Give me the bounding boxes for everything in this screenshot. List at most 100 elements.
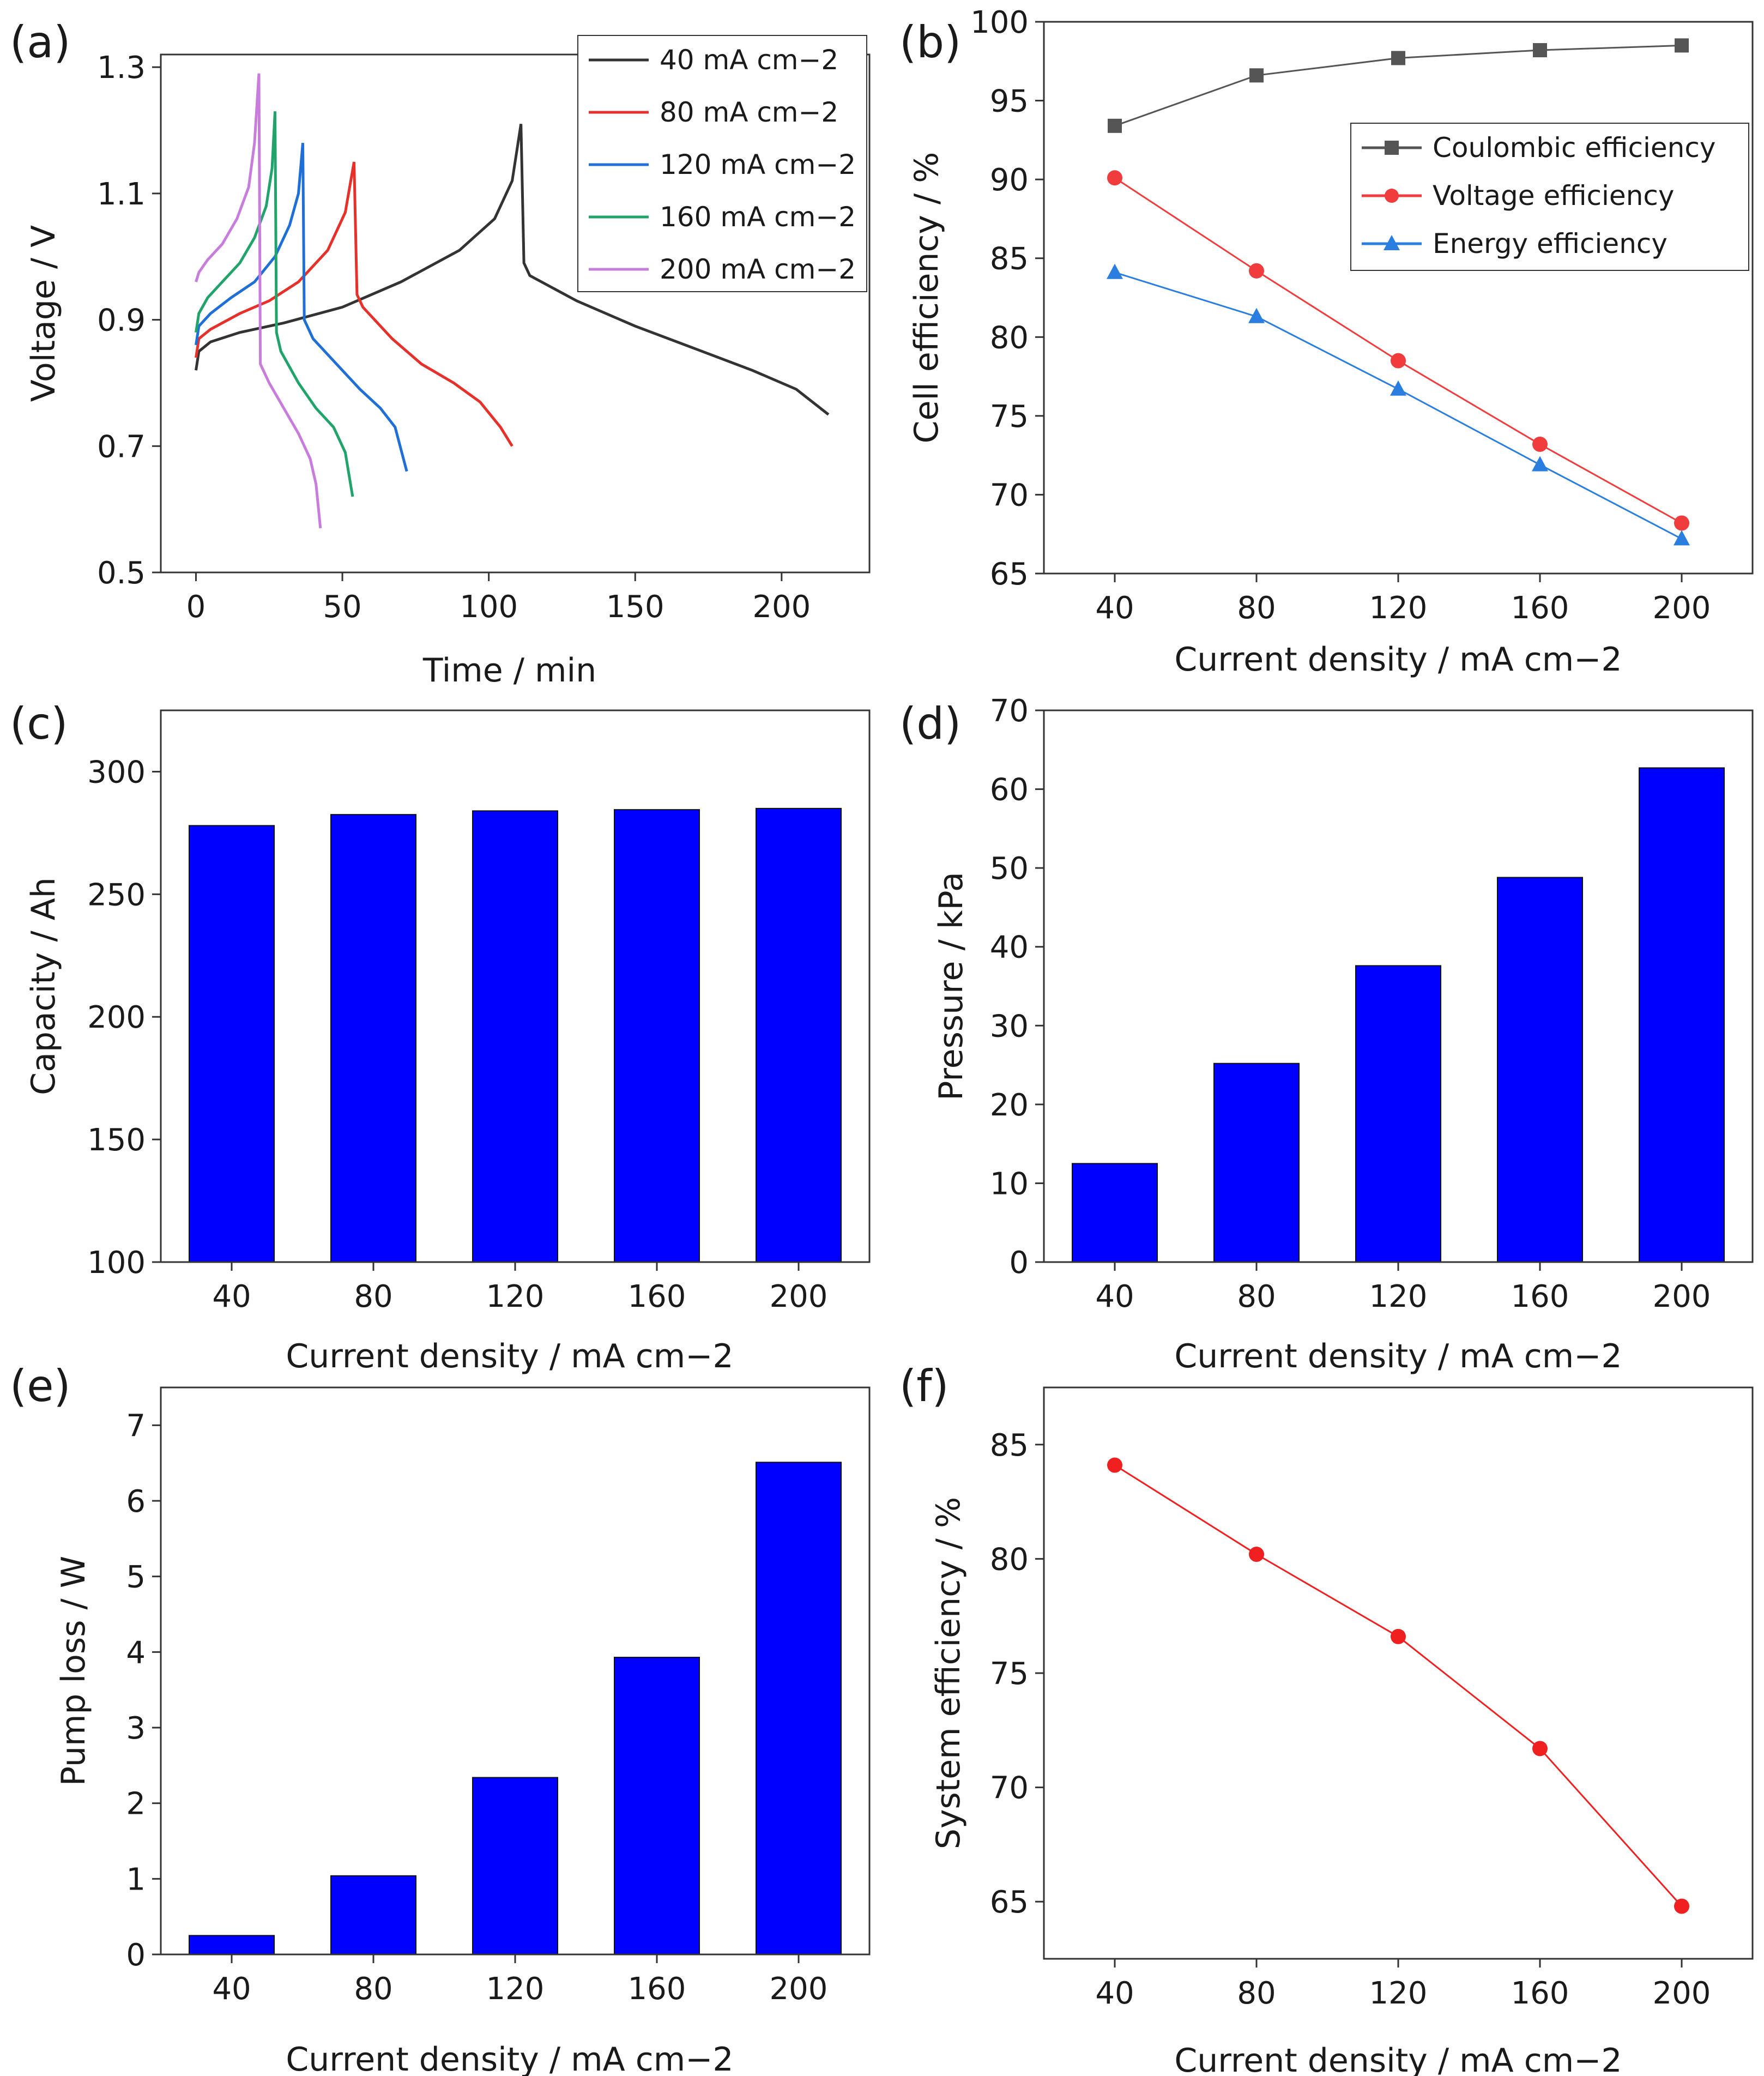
panel-b-legend-entry-coulombic-efficiency-marker [1385,141,1399,155]
panel-a-ytick-label-1-3: 1.3 [97,50,146,86]
panel-a-label: (a) [10,17,70,68]
panel-b-series-voltage-efficiency-point-40 [1107,170,1122,186]
panel-b-xtick-label-40: 40 [1095,590,1134,626]
panel-a-series-80-ma-cm-2-line [195,161,514,447]
panel-d-ytick-label-10: 10 [990,1166,1029,1202]
panel-b-xlabel: Current density / mA cm−2 [1174,641,1622,679]
panel-b-series-energy-efficiency-point-80 [1248,307,1265,323]
panel-b-legend-entry-coulombic-efficiency-label: Coulombic efficiency [1433,132,1715,164]
panel-b-legend: Coulombic efficiency Voltage efficiency En… [1350,123,1749,271]
panel-e-ylabel: Pump loss / W [55,1556,93,1786]
panel-c-bar-160 [614,809,700,1263]
panel-d-label: (d) [899,698,961,749]
panel-a-legend-entry-120-ma-cm-2-label: 120 mA cm−2 [660,149,856,180]
panel-f: (f) 40 80 120 160 200 65 70 75 80 85 [899,1361,1754,2011]
panel-f-series-system-efficiency-point-200 [1674,1898,1689,1914]
panel-a-xtick-label-100: 100 [460,589,518,625]
panel-c-xlabel: Current density / mA cm−2 [286,1337,733,1375]
panel-e-xtick-label-80: 80 [354,1971,392,2007]
panel-d: (d) 40 80 120 160 200 0 10 20 30 40 50 60 70 [899,693,1754,1314]
panel-a-series-160-ma-cm-2-line [195,111,354,497]
panel-c-xtick-label-120: 120 [486,1279,545,1314]
panel-a-series-40-ma-cm-2-line [195,124,830,416]
panel-b-series-voltage-efficiency-point-80 [1249,263,1264,279]
panel-b-ytick-label-70: 70 [990,478,1029,513]
panel-d-bar-120 [1355,965,1441,1263]
panel-f-series-system-efficiency-point-120 [1391,1628,1406,1644]
panel-e-xlabel: Current density / mA cm−2 [286,2041,733,2076]
panel-e: (e) 40 80 120 160 200 0 1 2 3 4 5 6 7 [10,1361,871,2007]
panel-d-xtick-label-40: 40 [1095,1279,1134,1314]
panel-f-xtick-label-120: 120 [1369,1976,1428,2011]
panel-b-xtick-label-80: 80 [1237,590,1276,626]
panel-a-xtick-label-150: 150 [606,589,664,625]
panel-e-ytick-label-4: 4 [126,1635,146,1670]
panel-f-xtick-label-200: 200 [1653,1976,1711,2011]
panel-a-xtick-label-0: 0 [186,589,206,625]
panel-e-label: (e) [10,1361,71,1411]
panel-d-ytick-label-30: 30 [990,1009,1029,1044]
panel-e-xtick-label-160: 160 [628,1971,686,2007]
panel-f-ytick-label-75: 75 [990,1656,1029,1692]
panel-c-bar-40 [189,825,275,1263]
panel-e-xtick-label-200: 200 [770,1971,828,2007]
panel-e-ytick-label-2: 2 [126,1787,146,1822]
panel-b-xtick-label-160: 160 [1511,590,1569,626]
panel-b-series-coulombic-efficiency-point-120 [1391,51,1405,65]
panel-b: (b) 40 80 120 160 200 65 70 75 80 85 90 95 100 Coulomb… [899,5,1754,626]
panel-b-series-voltage-efficiency-point-200 [1674,515,1689,531]
panel-b-series-voltage-efficiency-point-120 [1391,353,1406,369]
panel-a-xlabel: Time / min [422,651,596,690]
panel-a-xtick-label-50: 50 [323,589,361,625]
panel-d-ytick-label-50: 50 [990,851,1029,886]
panel-a-xtick-label-200: 200 [752,589,811,625]
panel-c-label: (c) [10,698,68,749]
panel-a-legend-entry-160-ma-cm-2-label: 160 mA cm−2 [660,201,856,233]
panel-a-ylabel: Voltage / V [25,225,63,402]
panel-c-ytick-label-200: 200 [87,1000,146,1035]
panel-c-xtick-label-200: 200 [770,1279,828,1314]
panel-a-ytick-label-0-7: 0.7 [97,429,146,464]
panel-b-legend-entry-voltage-efficiency-marker [1385,189,1399,203]
panel-e-plot-frame [160,1386,871,1956]
panel-b-ytick-label-95: 95 [990,84,1029,119]
panel-f-ytick-label-85: 85 [990,1428,1029,1463]
panel-b-xtick-label-120: 120 [1369,590,1428,626]
panel-e-bar-160 [614,1657,700,1956]
panel-f-xtick-label-160: 160 [1511,1976,1569,2011]
panel-b-ytick-label-90: 90 [990,162,1029,198]
panel-f-series-system-efficiency-point-160 [1532,1741,1548,1757]
panel-b-series-energy-efficiency-point-160 [1532,456,1548,472]
panel-c-bar-200 [756,807,842,1263]
panel-a-series-120-ma-cm-2-line [195,142,408,472]
panel-e-xtick-label-40: 40 [212,1971,251,2007]
panel-b-series-energy-efficiency-point-120 [1390,380,1406,396]
panel-d-ytick-label-40: 40 [990,930,1029,965]
panel-d-ytick-label-60: 60 [990,773,1029,808]
panel-e-ytick-label-5: 5 [126,1560,146,1595]
panel-e-bar-200 [756,1462,842,1955]
panel-b-series-coulombic-efficiency-point-80 [1249,68,1264,83]
panel-c-ytick-label-100: 100 [87,1245,146,1281]
panel-d-bar-160 [1497,877,1583,1263]
panel-e-ytick-label-0: 0 [126,1938,146,1973]
panel-a-series-200-ma-cm-2-line [195,73,322,529]
panel-d-bar-200 [1639,767,1725,1263]
panel-b-label: (b) [899,17,961,68]
panel-f-ylabel: System efficiency / % [929,1497,968,1849]
panel-f-xtick-label-40: 40 [1095,1976,1134,2011]
panel-f-label: (f) [899,1361,949,1411]
panel-a-ytick-label-0-9: 0.9 [97,303,146,339]
panel-d-ytick-label-70: 70 [990,693,1029,729]
panel-a-legend-entry-80-ma-cm-2-label: 80 mA cm−2 [660,96,838,128]
panel-b-series-voltage-efficiency-point-160 [1532,436,1548,452]
panel-a-legend-entry-200-ma-cm-2-label: 200 mA cm−2 [660,254,856,285]
panel-b-xtick-label-200: 200 [1653,590,1711,626]
panel-d-xtick-label-80: 80 [1237,1279,1276,1314]
panel-e-ytick-label-7: 7 [126,1408,146,1444]
panel-f-series-system-efficiency-point-40 [1107,1457,1122,1473]
panel-a-plot-frame [160,53,871,574]
panel-e-bar-40 [189,1935,275,1955]
panel-b-series-coulombic-efficiency-point-160 [1533,43,1547,58]
panel-e-bar-80 [330,1875,416,1955]
